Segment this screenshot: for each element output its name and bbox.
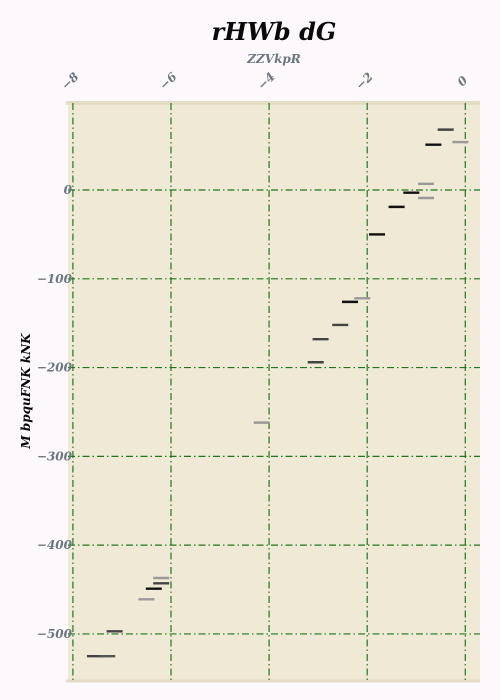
- x-tick-label: 0: [455, 73, 471, 89]
- chart-subtitle: ZZVkpR: [246, 52, 301, 66]
- y-tick-label: −500: [37, 627, 73, 641]
- x-tick-label: −6: [157, 69, 180, 92]
- y-tick-label: 0: [64, 183, 73, 197]
- plot-background: [68, 103, 480, 681]
- y-tick-label: −300: [37, 449, 73, 463]
- y-tick-label: −400: [37, 538, 73, 552]
- chart-title: rHWb dG: [212, 17, 337, 46]
- x-tick-label: −2: [353, 70, 376, 93]
- y-tick-label: −200: [37, 361, 73, 375]
- y-tick-label: −100: [37, 272, 73, 286]
- y-axis-label: M bpquFNK kNK: [19, 333, 33, 450]
- plot-area: −8 −6 −4 −2 00−100−200−300−400−500: [37, 69, 480, 683]
- x-tick-label: −4: [255, 70, 278, 93]
- x-tick-label: −8: [59, 69, 82, 92]
